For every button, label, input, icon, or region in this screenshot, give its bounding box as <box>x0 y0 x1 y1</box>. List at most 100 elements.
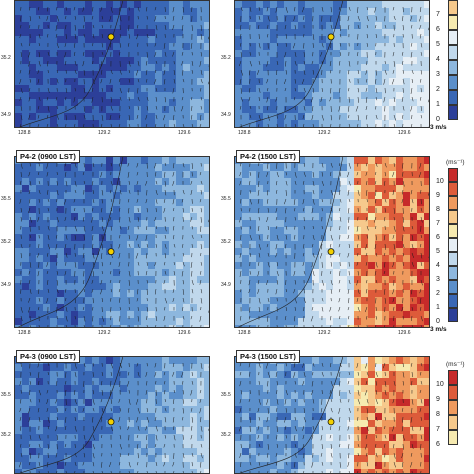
wind-cell <box>410 29 417 36</box>
panel-title-p2: P4-2 (0900 LST) <box>16 150 80 163</box>
wind-cell <box>333 213 340 220</box>
wind-vector <box>128 123 131 127</box>
wind-vector <box>276 261 279 267</box>
wind-cell <box>92 171 99 178</box>
wind-cell <box>410 297 417 304</box>
wind-cell <box>162 36 169 43</box>
wind-cell <box>36 304 43 311</box>
wind-cell <box>277 318 284 325</box>
wind-vector <box>356 225 359 232</box>
wind-cell <box>176 192 183 199</box>
wind-cell <box>22 311 29 318</box>
wind-cell <box>375 241 382 248</box>
wind-cell <box>347 269 354 276</box>
wind-cell <box>85 427 92 434</box>
wind-cell <box>92 420 99 427</box>
wind-vector <box>74 425 77 432</box>
wind-cell <box>354 304 361 311</box>
wind-cell <box>361 392 368 399</box>
wind-cell <box>85 441 92 448</box>
wind-cell <box>162 171 169 178</box>
wind-vector <box>154 15 157 22</box>
wind-cell <box>270 8 277 15</box>
wind-cell <box>22 57 29 64</box>
wind-cell <box>312 29 319 36</box>
wind-vector <box>285 288 288 293</box>
wind-cell <box>176 8 183 15</box>
wind-cell <box>113 106 120 113</box>
wind-vector <box>339 198 342 203</box>
wind-vector <box>119 87 122 94</box>
wind-cell <box>85 78 92 85</box>
wind-vector <box>275 6 278 13</box>
wind-cell <box>120 78 127 85</box>
wind-cell <box>15 171 22 178</box>
wind-vector <box>118 207 121 212</box>
wind-cell <box>190 311 197 318</box>
wind-vector <box>285 6 288 13</box>
wind-cell <box>368 57 375 64</box>
wind-cell <box>277 413 284 420</box>
wind-cell <box>333 392 340 399</box>
wind-cell <box>113 127 120 128</box>
wind-cell <box>22 325 29 327</box>
wind-vector <box>348 69 350 75</box>
wind-cell <box>340 392 347 399</box>
wind-vector <box>65 234 68 240</box>
wind-cell <box>43 106 50 113</box>
wind-cell <box>410 262 417 269</box>
wind-cell <box>148 283 155 290</box>
wind-cell <box>197 85 204 92</box>
wind-cell <box>120 434 127 441</box>
wind-vector <box>267 315 269 322</box>
wind-cell <box>242 255 249 262</box>
wind-cell <box>15 220 22 227</box>
wind-vector <box>101 315 105 322</box>
wind-cell <box>410 357 417 364</box>
wind-cell <box>127 290 134 297</box>
wind-cell <box>204 304 209 311</box>
wind-cell <box>57 262 64 269</box>
wind-cell <box>141 371 148 378</box>
wind-cell <box>64 120 71 127</box>
wind-cell <box>50 297 57 304</box>
wind-cell <box>242 297 249 304</box>
wind-cell <box>326 297 333 304</box>
wind-cell <box>375 22 382 29</box>
wind-cell <box>50 255 57 262</box>
wind-vector <box>38 434 41 440</box>
wind-vector <box>339 51 341 56</box>
wind-cell <box>141 199 148 206</box>
wind-vector <box>311 60 314 65</box>
wind-cell <box>71 185 78 192</box>
wind-field-p3 <box>235 157 429 327</box>
wind-cell <box>284 192 291 199</box>
wind-cell <box>141 22 148 29</box>
wind-vector <box>164 225 167 232</box>
wind-cell <box>305 392 312 399</box>
wind-cell <box>424 248 429 255</box>
wind-cell <box>263 385 270 392</box>
wind-cell <box>263 29 270 36</box>
wind-cell <box>120 399 127 406</box>
wind-cell <box>141 178 148 185</box>
wind-cell <box>176 64 183 71</box>
wind-cell <box>85 290 92 297</box>
wind-vector <box>356 297 359 302</box>
wind-cell <box>249 185 256 192</box>
wind-cell <box>256 106 263 113</box>
wind-cell <box>134 325 141 327</box>
wind-cell <box>298 120 305 127</box>
wind-cell <box>375 357 382 364</box>
wind-vector <box>182 297 185 303</box>
wind-cell <box>176 127 183 128</box>
wind-vector <box>199 198 202 203</box>
wind-cell <box>169 297 176 304</box>
wind-cell <box>347 64 354 71</box>
wind-cell <box>277 22 284 29</box>
wind-cell <box>382 71 389 78</box>
wind-cell <box>263 1 270 8</box>
wind-cell <box>361 325 368 327</box>
wind-cell <box>417 192 424 199</box>
wind-cell <box>319 406 326 413</box>
